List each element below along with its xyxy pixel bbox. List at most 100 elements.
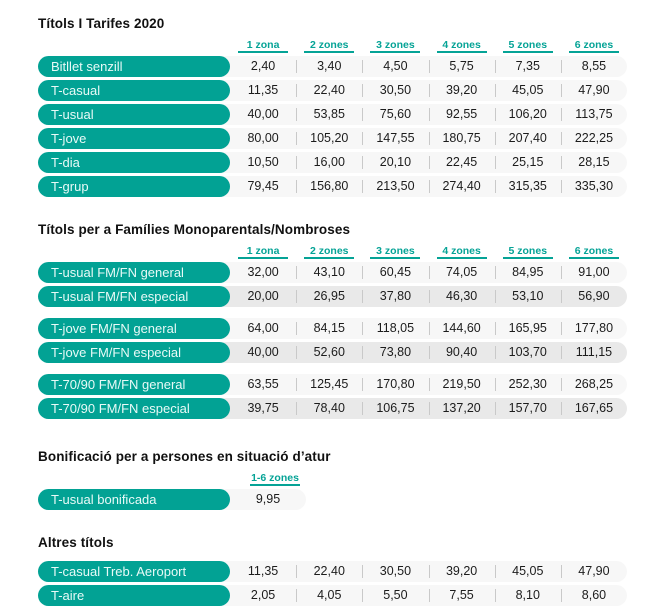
fare-cell: 213,50: [362, 176, 428, 197]
fare-cell: 80,00: [247, 131, 279, 145]
fare-cell: 11,35: [247, 83, 279, 97]
header-underline: [502, 51, 553, 53]
table-row: T-usual FM/FN especial 20,00 26,95 37,80…: [0, 286, 653, 307]
group-spacer: [0, 307, 653, 315]
table-row: T-jove 80,00 105,20 147,55 180,75 207,40…: [0, 128, 653, 149]
header-underline: [370, 257, 421, 259]
fare-cell: 9,95: [255, 492, 281, 506]
header-underline: [436, 257, 487, 259]
row-values: 40,00 52,60 73,80 90,40 103,70 111,15: [216, 342, 627, 363]
header-underline: [238, 257, 289, 259]
fare-cell: 39,20: [428, 561, 495, 582]
fare-cell: 5,75: [428, 56, 495, 77]
header-underline: [436, 51, 487, 53]
header-underline: [238, 51, 289, 53]
header-underline: [568, 257, 619, 259]
fare-cell: 274,40: [428, 176, 495, 197]
row-label: T-casual Treb. Aeroport: [38, 561, 230, 582]
fare-cell: 73,80: [362, 342, 428, 363]
column-header-2-zones: 2 zones: [296, 245, 362, 259]
fare-cell: 39,75: [247, 401, 279, 415]
fare-cell: 75,60: [362, 104, 428, 125]
fare-cell: 207,40: [494, 128, 561, 149]
row-label: T-usual FM/FN general: [38, 262, 230, 283]
row-label: T-usual bonificada: [38, 489, 230, 510]
column-header-label: 3 zones: [376, 39, 415, 51]
fare-cell: 25,15: [494, 152, 561, 173]
row-values: 40,00 53,85 75,60 92,55 106,20 113,75: [216, 104, 627, 125]
column-header-row-3: 1-6 zones: [0, 472, 653, 486]
fare-cell: 105,20: [296, 128, 362, 149]
fare-cell: 315,35: [494, 176, 561, 197]
row-values: 39,75 78,40 106,75 137,20 157,70 167,65: [216, 398, 627, 419]
column-header-label: 1-6 zones: [251, 472, 299, 484]
fare-cell: 53,10: [494, 286, 561, 307]
fare-cell: 20,10: [362, 152, 428, 173]
fare-cell: 30,50: [362, 561, 428, 582]
fare-cell: 56,90: [560, 286, 627, 307]
column-header-label: 5 zones: [508, 245, 548, 257]
column-header-label: 6 zones: [574, 39, 614, 51]
row-values: 63,55 125,45 170,80 219,50 252,30 268,25: [216, 374, 627, 395]
fare-cell: 5,50: [362, 585, 428, 606]
row-label: T-jove: [38, 128, 230, 149]
fare-cell: 147,55: [362, 128, 428, 149]
header-underline: [304, 257, 355, 259]
column-header-cells: 1-6 zones: [230, 472, 320, 486]
fare-cell: 20,00: [247, 289, 279, 303]
column-header-2-zones: 2 zones: [296, 39, 362, 53]
header-underline: [250, 484, 300, 486]
row-values: 80,00 105,20 147,55 180,75 207,40 222,25: [216, 128, 627, 149]
fare-cell: 92,55: [428, 104, 495, 125]
table-row: T-jove FM/FN general 64,00 84,15 118,05 …: [0, 318, 653, 339]
fare-cell: 47,90: [560, 80, 627, 101]
row-values: 2,40 3,40 4,50 5,75 7,35 8,55: [216, 56, 627, 77]
fare-cell: 22,40: [296, 561, 362, 582]
fares-document: Títols I Tarifes 2020 1 zona 2 zones 3 z…: [0, 16, 653, 606]
table-row: T-casual 11,35 22,40 30,50 39,20 45,05 4…: [0, 80, 653, 101]
row-values: 64,00 84,15 118,05 144,60 165,95 177,80: [216, 318, 627, 339]
fare-cell: 60,45: [362, 262, 428, 283]
spacer: [0, 31, 653, 39]
fare-cell: 37,80: [362, 286, 428, 307]
header-underline: [304, 51, 355, 53]
table-row: T-aire 2,05 4,05 5,50 7,55 8,10 8,60: [0, 585, 653, 606]
fare-cell: 84,95: [494, 262, 561, 283]
row-values: 20,00 26,95 37,80 46,30 53,10 56,90: [216, 286, 627, 307]
fare-cell: 8,60: [560, 585, 627, 606]
fare-cell: 40,00: [247, 107, 279, 121]
fare-cell: 219,50: [428, 374, 495, 395]
fare-cell: 63,55: [247, 377, 279, 391]
row-label: T-jove FM/FN especial: [38, 342, 230, 363]
table-row: T-jove FM/FN especial 40,00 52,60 73,80 …: [0, 342, 653, 363]
row-label: T-aire: [38, 585, 230, 606]
fare-cell: 4,05: [296, 585, 362, 606]
fare-cell: 30,50: [362, 80, 428, 101]
fare-cell: 46,30: [428, 286, 495, 307]
fare-cell: 7,35: [494, 56, 561, 77]
section-title-families: Títols per a Famílies Monoparentals/Nomb…: [38, 222, 351, 237]
fare-cell: 90,40: [428, 342, 495, 363]
fare-cell: 103,70: [494, 342, 561, 363]
column-header-1-zona: 1 zona: [230, 39, 296, 53]
table-row: Bitllet senzill 2,40 3,40 4,50 5,75 7,35…: [0, 56, 653, 77]
spacer: [0, 237, 653, 245]
header-underline: [370, 51, 421, 53]
section-title-fares: Títols I Tarifes 2020: [38, 16, 165, 31]
row-label: Bitllet senzill: [38, 56, 230, 77]
row-label: T-70/90 FM/FN general: [38, 374, 230, 395]
fare-cell: 180,75: [428, 128, 495, 149]
fare-cell: 144,60: [428, 318, 495, 339]
fare-cell: 167,65: [560, 398, 627, 419]
column-header-label: 2 zones: [310, 39, 349, 51]
fare-cell: 84,15: [296, 318, 362, 339]
fare-cell: 268,25: [560, 374, 627, 395]
fare-cell: 2,40: [250, 59, 276, 73]
fare-cell: 157,70: [494, 398, 561, 419]
column-header-3-zones: 3 zones: [362, 245, 428, 259]
table-row: T-usual FM/FN general 32,00 43,10 60,45 …: [0, 262, 653, 283]
fare-cell: 64,00: [247, 321, 279, 335]
fare-cell: 222,25: [560, 128, 627, 149]
fare-cell: 16,00: [296, 152, 362, 173]
fare-cell: 47,90: [560, 561, 627, 582]
